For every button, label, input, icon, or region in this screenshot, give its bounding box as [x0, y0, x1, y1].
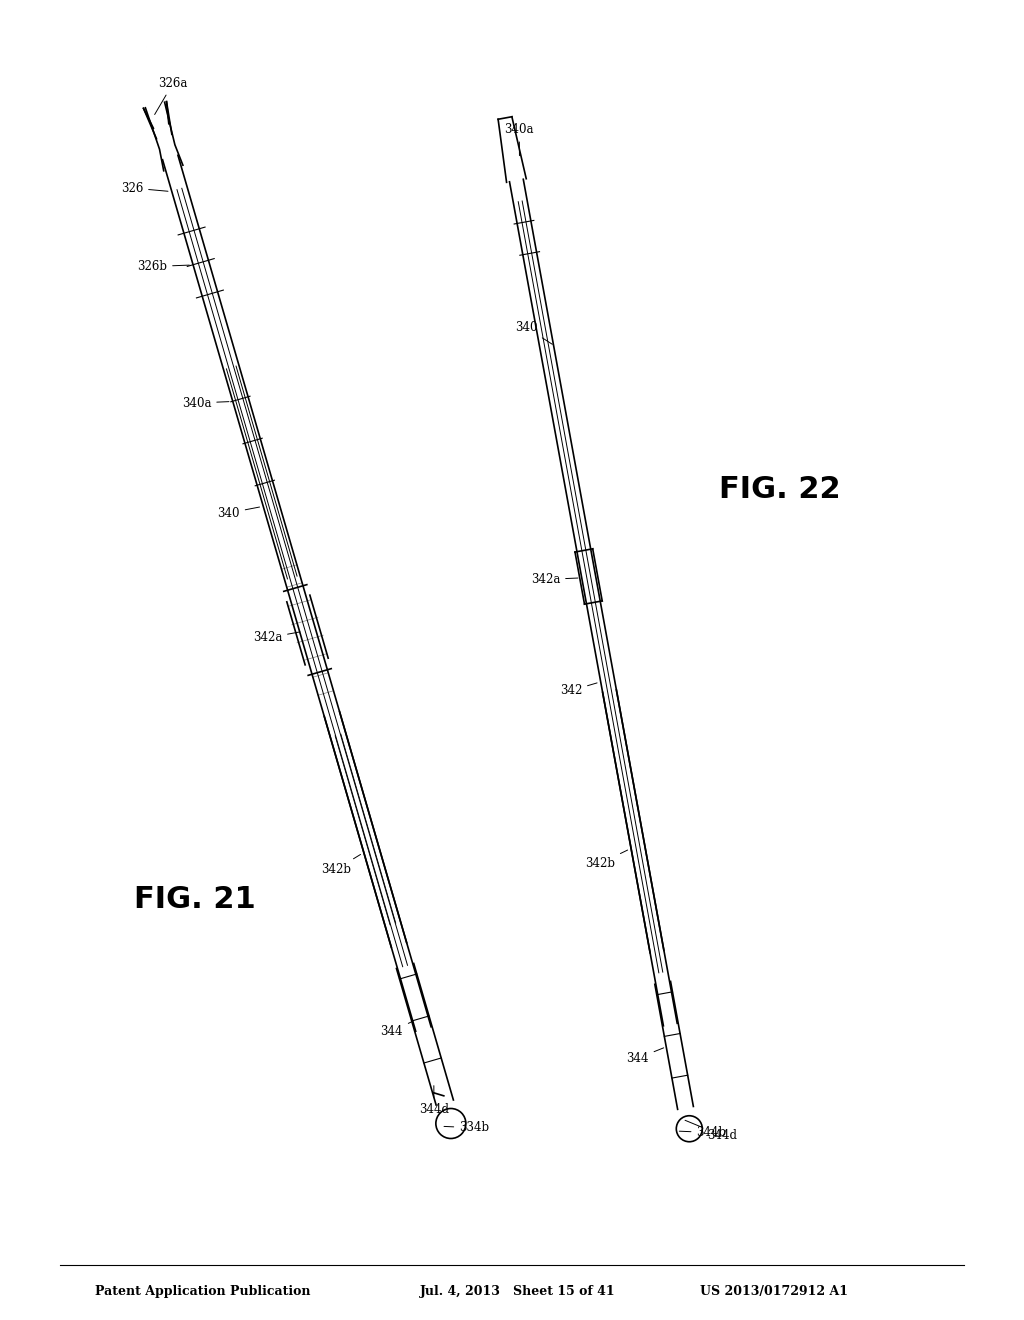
- Text: 342: 342: [560, 682, 597, 697]
- Text: 340a: 340a: [505, 124, 534, 156]
- Text: 344b: 344b: [679, 1126, 727, 1139]
- Text: US 2013/0172912 A1: US 2013/0172912 A1: [700, 1284, 848, 1298]
- Text: 344: 344: [381, 1022, 413, 1038]
- Text: 344d: 344d: [685, 1121, 737, 1142]
- Text: 326a: 326a: [155, 77, 187, 115]
- Text: FIG. 22: FIG. 22: [719, 475, 841, 504]
- Text: 326: 326: [121, 182, 168, 194]
- Text: 342a: 342a: [530, 573, 578, 586]
- Text: 342b: 342b: [321, 854, 360, 876]
- Text: 340a: 340a: [181, 396, 229, 409]
- Text: 334b: 334b: [444, 1121, 489, 1134]
- Text: FIG. 21: FIG. 21: [134, 886, 256, 915]
- Text: 326b: 326b: [137, 260, 189, 273]
- Text: 340: 340: [217, 507, 259, 520]
- Text: 344d: 344d: [419, 1085, 449, 1115]
- Text: Jul. 4, 2013   Sheet 15 of 41: Jul. 4, 2013 Sheet 15 of 41: [420, 1284, 615, 1298]
- Text: 342a: 342a: [253, 631, 300, 644]
- Text: Patent Application Publication: Patent Application Publication: [95, 1284, 310, 1298]
- Text: 340: 340: [515, 321, 552, 345]
- Text: 342b: 342b: [585, 850, 628, 870]
- Text: 344: 344: [627, 1048, 664, 1065]
